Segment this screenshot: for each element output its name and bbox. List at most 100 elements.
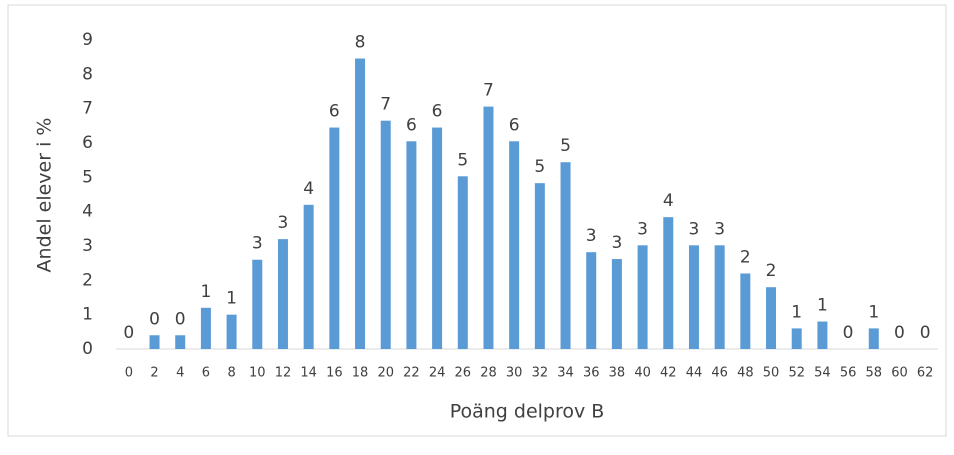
data-label: 0 — [175, 309, 186, 329]
bar — [509, 141, 520, 349]
y-tick-label: 1 — [82, 305, 93, 325]
x-axis-title: Poäng delprov B — [450, 401, 605, 423]
bar — [226, 314, 237, 349]
data-label: 6 — [432, 102, 443, 122]
y-axis-title: Andel elever i % — [34, 118, 56, 273]
x-tick-label: 48 — [737, 366, 754, 381]
bar — [688, 245, 699, 349]
bar — [766, 287, 777, 349]
bar — [277, 239, 288, 349]
x-tick-label: 30 — [506, 366, 523, 381]
bar — [200, 307, 211, 349]
y-tick-label: 3 — [82, 236, 93, 256]
data-label: 2 — [740, 247, 751, 267]
bar — [560, 162, 571, 349]
y-tick-label: 5 — [82, 167, 93, 187]
x-tick-label: 28 — [480, 366, 497, 381]
x-tick-label: 0 — [125, 366, 133, 381]
data-label: 4 — [663, 191, 674, 211]
data-label: 5 — [534, 157, 545, 177]
data-label: 0 — [149, 309, 160, 329]
data-label: 5 — [560, 136, 571, 156]
data-label: 5 — [457, 150, 468, 170]
bar — [586, 252, 597, 349]
bar — [406, 141, 417, 349]
x-tick-label: 4 — [176, 366, 184, 381]
data-label: 0 — [843, 323, 854, 343]
y-tick-label: 8 — [82, 64, 93, 84]
data-label: 1 — [817, 296, 828, 316]
x-tick-label: 24 — [429, 366, 446, 381]
x-tick-label: 54 — [814, 366, 831, 381]
data-label: 6 — [329, 102, 340, 122]
bar — [329, 127, 340, 349]
x-tick-label: 16 — [326, 366, 343, 381]
bar — [252, 259, 263, 349]
data-label: 1 — [226, 289, 237, 309]
x-tick-label: 2 — [150, 366, 158, 381]
bar — [817, 321, 828, 349]
data-label: 6 — [406, 115, 417, 135]
data-label: 1 — [200, 282, 211, 302]
x-tick-label: 34 — [557, 366, 574, 381]
x-tick-label: 42 — [660, 366, 677, 381]
bar — [868, 328, 879, 349]
data-label: 7 — [380, 95, 391, 115]
y-tick-label: 4 — [82, 202, 93, 222]
bar — [740, 273, 751, 349]
bar — [791, 328, 802, 349]
y-tick-label: 0 — [82, 339, 93, 359]
x-tick-label: 62 — [917, 366, 934, 381]
data-label: 1 — [868, 302, 879, 322]
x-tick-label: 40 — [634, 366, 651, 381]
x-tick-label: 26 — [455, 366, 472, 381]
data-label: 8 — [355, 33, 366, 53]
data-label: 2 — [766, 261, 777, 281]
bar — [432, 127, 443, 349]
x-tick-label: 38 — [609, 366, 626, 381]
x-tick-label: 8 — [227, 366, 235, 381]
x-tick-label: 6 — [202, 366, 210, 381]
data-label: 3 — [689, 219, 700, 239]
x-tick-label: 44 — [686, 366, 703, 381]
x-tick-label: 12 — [275, 366, 292, 381]
bar — [175, 335, 186, 349]
bar — [355, 58, 366, 349]
bar — [380, 120, 391, 349]
x-tick-label: 52 — [788, 366, 805, 381]
data-label: 3 — [586, 226, 597, 246]
x-tick-label: 22 — [403, 366, 420, 381]
x-tick-label: 56 — [840, 366, 857, 381]
data-label: 3 — [714, 219, 725, 239]
x-tick-label: 60 — [891, 366, 908, 381]
data-label: 3 — [252, 234, 263, 254]
data-label: 3 — [278, 213, 289, 233]
bar — [483, 106, 494, 350]
x-tick-label: 32 — [532, 366, 549, 381]
chart-frame — [7, 4, 947, 437]
x-tick-label: 10 — [249, 366, 266, 381]
data-label: 0 — [920, 323, 931, 343]
bar — [457, 176, 468, 349]
data-label: 3 — [637, 219, 648, 239]
y-tick-label: 7 — [82, 99, 93, 119]
data-label: 7 — [483, 81, 494, 101]
x-tick-label: 36 — [583, 366, 600, 381]
bar — [714, 245, 725, 349]
x-tick-label: 50 — [763, 366, 780, 381]
y-tick-label: 6 — [82, 133, 93, 153]
bar — [303, 204, 314, 349]
data-label: 6 — [509, 115, 520, 135]
y-tick-label: 2 — [82, 270, 93, 290]
bar — [611, 259, 622, 349]
data-label: 0 — [123, 323, 134, 343]
y-tick-label: 9 — [82, 30, 93, 50]
bar — [149, 335, 160, 349]
x-tick-label: 46 — [711, 366, 728, 381]
data-label: 0 — [894, 323, 905, 343]
x-tick-label: 14 — [300, 366, 317, 381]
data-label: 4 — [303, 179, 314, 199]
x-tick-label: 58 — [866, 366, 883, 381]
bar — [534, 183, 545, 349]
